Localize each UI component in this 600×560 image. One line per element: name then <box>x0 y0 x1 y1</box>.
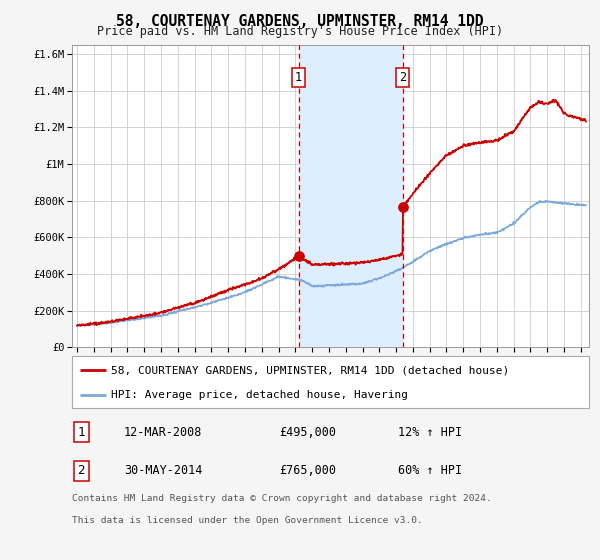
Text: 60% ↑ HPI: 60% ↑ HPI <box>398 464 462 477</box>
Point <box>294 252 304 261</box>
Text: 2: 2 <box>77 464 85 477</box>
Text: Price paid vs. HM Land Registry's House Price Index (HPI): Price paid vs. HM Land Registry's House … <box>97 25 503 38</box>
Text: £495,000: £495,000 <box>279 426 336 438</box>
Text: Contains HM Land Registry data © Crown copyright and database right 2024.: Contains HM Land Registry data © Crown c… <box>72 494 492 503</box>
Text: 2: 2 <box>400 71 407 85</box>
Text: This data is licensed under the Open Government Licence v3.0.: This data is licensed under the Open Gov… <box>72 516 423 525</box>
Text: 58, COURTENAY GARDENS, UPMINSTER, RM14 1DD (detached house): 58, COURTENAY GARDENS, UPMINSTER, RM14 1… <box>111 365 509 375</box>
Point <box>398 203 408 212</box>
Text: 1: 1 <box>295 71 302 85</box>
Text: 12% ↑ HPI: 12% ↑ HPI <box>398 426 462 438</box>
Text: 30-MAY-2014: 30-MAY-2014 <box>124 464 202 477</box>
Text: 12-MAR-2008: 12-MAR-2008 <box>124 426 202 438</box>
FancyBboxPatch shape <box>72 356 589 408</box>
Bar <box>299 45 403 347</box>
Text: HPI: Average price, detached house, Havering: HPI: Average price, detached house, Have… <box>111 390 408 400</box>
Text: £765,000: £765,000 <box>279 464 336 477</box>
Text: 1: 1 <box>77 426 85 438</box>
Text: 58, COURTENAY GARDENS, UPMINSTER, RM14 1DD: 58, COURTENAY GARDENS, UPMINSTER, RM14 1… <box>116 14 484 29</box>
